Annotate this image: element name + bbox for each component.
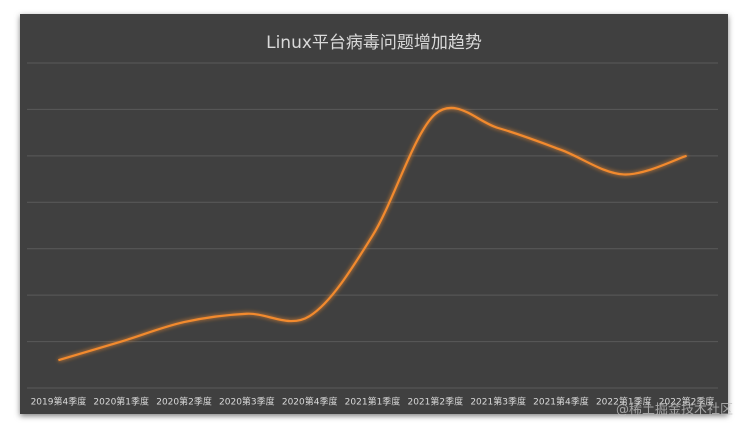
x-tick-label: 2020第3季度 [219,396,275,408]
data-line [58,106,687,362]
x-tick-label: 2022第1季度 [596,396,652,408]
x-tick-label: 2021第2季度 [407,396,463,408]
x-tick-label: 2019第4季度 [31,396,87,408]
x-tick-label: 2021第4季度 [533,396,589,408]
x-tick-label: 2020第2季度 [156,396,212,408]
x-tick-label: 2021第3季度 [470,396,526,408]
x-tick-label: 2020第4季度 [282,396,338,408]
chart-title: Linux平台病毒问题增加趋势 [266,33,482,53]
x-tick-label: 2020第1季度 [93,396,149,408]
x-tick-label: 2021第1季度 [345,396,401,408]
watermark: @稀土掘金技术社区 [616,402,733,418]
chart-background [20,14,728,414]
x-tick-label: 2022第2季度 [659,396,715,408]
